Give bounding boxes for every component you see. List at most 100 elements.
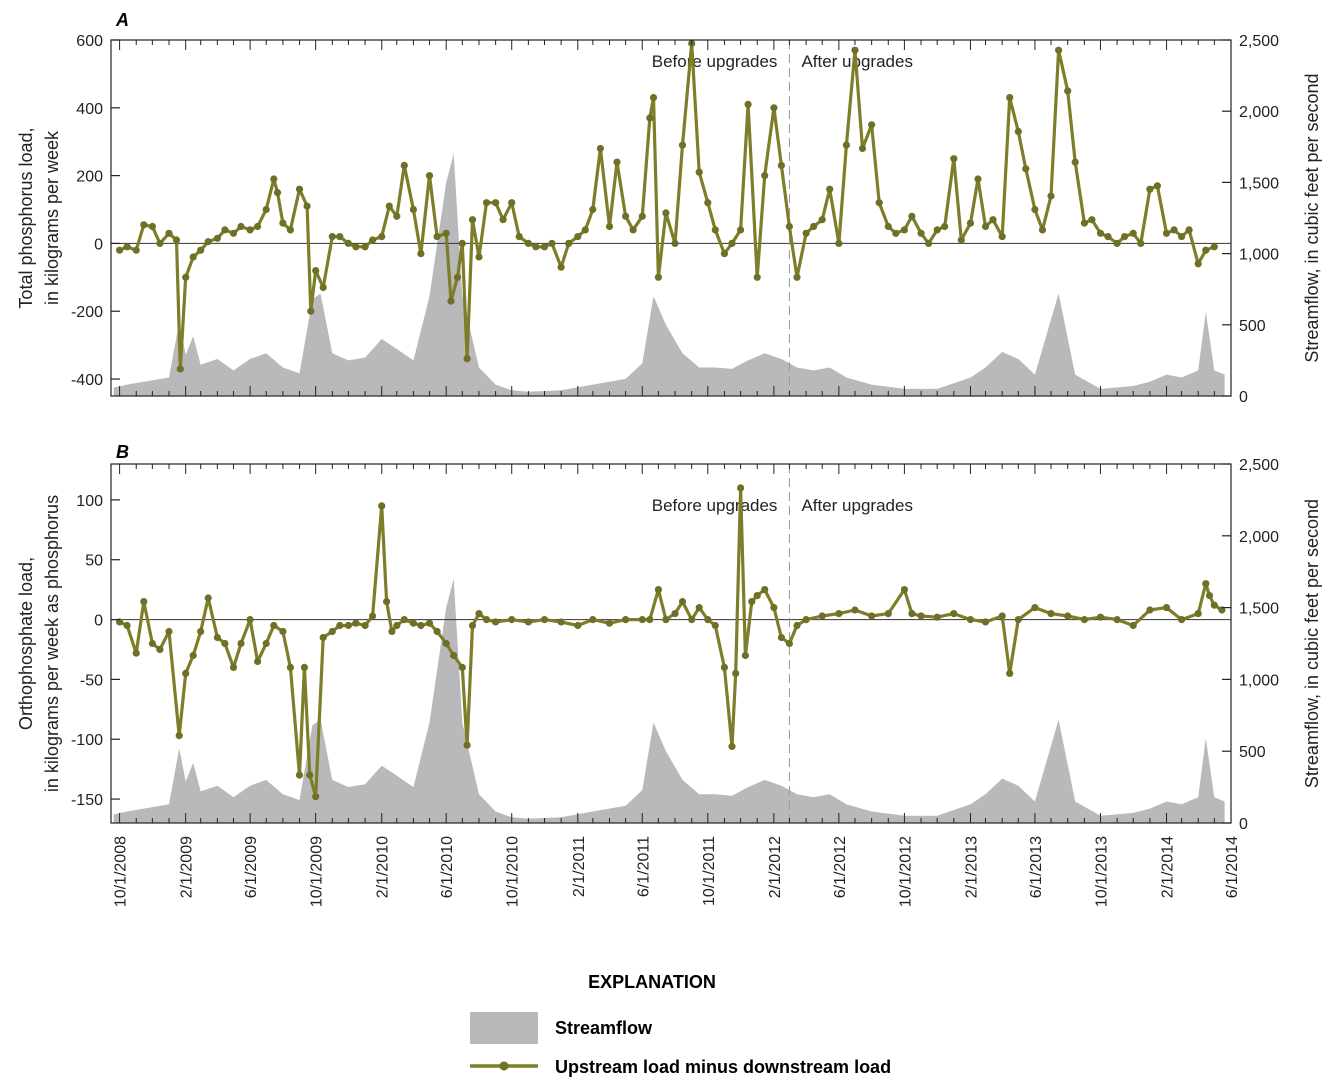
load-point	[917, 612, 925, 620]
load-point	[156, 239, 164, 247]
load-point	[1088, 216, 1096, 224]
load-point	[728, 239, 736, 247]
load-point	[662, 616, 670, 624]
load-point	[1071, 158, 1079, 166]
x-tick-label: 2/1/2012	[767, 836, 784, 898]
load-point	[172, 236, 181, 244]
plot-frame	[110, 463, 1232, 824]
load-point	[1064, 87, 1072, 95]
load-point	[770, 104, 778, 112]
load-point	[596, 144, 605, 153]
load-point	[704, 199, 712, 207]
load-point	[442, 639, 450, 648]
load-point	[1194, 260, 1202, 268]
load-point	[868, 612, 876, 620]
legend-load-marker	[499, 1061, 509, 1071]
x-tick-label: 10/1/2009	[309, 836, 326, 907]
load-point	[197, 627, 205, 636]
load-point	[1104, 233, 1112, 241]
load-point	[950, 155, 958, 163]
load-point	[307, 307, 315, 315]
load-point	[254, 222, 262, 231]
y-tick-label: -100	[71, 732, 103, 749]
y2-tick-label: 0	[1239, 816, 1248, 833]
load-point	[720, 663, 729, 672]
load-point	[409, 619, 417, 627]
load-point	[540, 616, 549, 624]
load-point	[453, 273, 462, 281]
load-point	[246, 226, 254, 234]
load-point	[378, 233, 386, 241]
load-point	[515, 233, 523, 241]
y-tick-label: 400	[76, 101, 103, 118]
load-point	[1055, 46, 1063, 54]
load-point	[458, 239, 466, 247]
load-point	[981, 618, 990, 626]
load-point	[835, 239, 843, 247]
load-point	[826, 185, 834, 193]
y-tick-label: 0	[94, 236, 103, 253]
load-point	[388, 627, 396, 636]
x-tick-label: 2/1/2014	[1160, 836, 1177, 898]
load-point	[737, 484, 745, 492]
load-point	[737, 226, 745, 234]
load-point	[1202, 580, 1210, 588]
load-point	[442, 229, 450, 237]
legend-title: EXPLANATION	[588, 972, 716, 992]
load-point	[1113, 616, 1121, 624]
load-point	[148, 639, 156, 648]
load-point	[728, 742, 736, 751]
load-point	[654, 273, 663, 281]
load-point	[1129, 229, 1137, 237]
load-point	[1146, 606, 1154, 614]
load-point	[189, 253, 197, 261]
panel-a-total-phosphorus: Before upgrades After upgrades-400-200020…	[16, 10, 1322, 406]
y2-tick-label: 2,500	[1239, 457, 1279, 474]
y2-tick-label: 1,000	[1239, 247, 1279, 264]
y-tick-label: -200	[71, 304, 103, 321]
y-tick-label: 600	[76, 33, 103, 50]
plot-frame	[110, 39, 1232, 397]
load-point	[182, 273, 190, 281]
load-point	[400, 616, 408, 624]
load-point	[499, 216, 507, 224]
load-point	[1194, 610, 1202, 618]
load-point	[409, 205, 417, 214]
load-point	[156, 645, 164, 654]
load-point	[123, 243, 131, 251]
x-axis-date-labels: 10/1/2008 2/1/2009 6/1/2009 10/1/2009 2/1/20…	[113, 836, 1241, 907]
load-point	[933, 226, 941, 234]
load-point	[1178, 233, 1186, 241]
load-point	[312, 793, 320, 801]
load-point	[695, 168, 703, 176]
load-point	[279, 219, 287, 227]
load-point	[1038, 226, 1047, 234]
load-point	[468, 216, 477, 224]
load-point	[1113, 239, 1121, 247]
load-point	[1080, 616, 1088, 624]
load-point	[1146, 185, 1154, 193]
x-tick-label: 6/1/2009	[243, 836, 260, 898]
load-point	[328, 627, 336, 636]
load-point	[246, 616, 254, 624]
load-point	[140, 598, 148, 606]
load-point	[393, 212, 401, 220]
load-point	[273, 189, 282, 197]
load-point	[165, 229, 173, 237]
load-point	[1064, 612, 1072, 620]
load-point	[884, 222, 892, 231]
load-point	[777, 633, 786, 642]
load-point	[974, 175, 982, 183]
load-point	[581, 226, 589, 234]
load-point	[425, 172, 434, 180]
load-point	[148, 222, 156, 231]
load-point	[458, 663, 466, 672]
load-point	[524, 239, 533, 247]
load-point	[385, 202, 393, 210]
y2-axis-label: Streamflow, in cubic feet per second	[1302, 73, 1322, 362]
load-point	[468, 621, 477, 630]
load-point	[574, 621, 582, 630]
load-point	[1047, 610, 1055, 618]
load-point	[1006, 669, 1014, 678]
load-point	[1006, 94, 1014, 102]
